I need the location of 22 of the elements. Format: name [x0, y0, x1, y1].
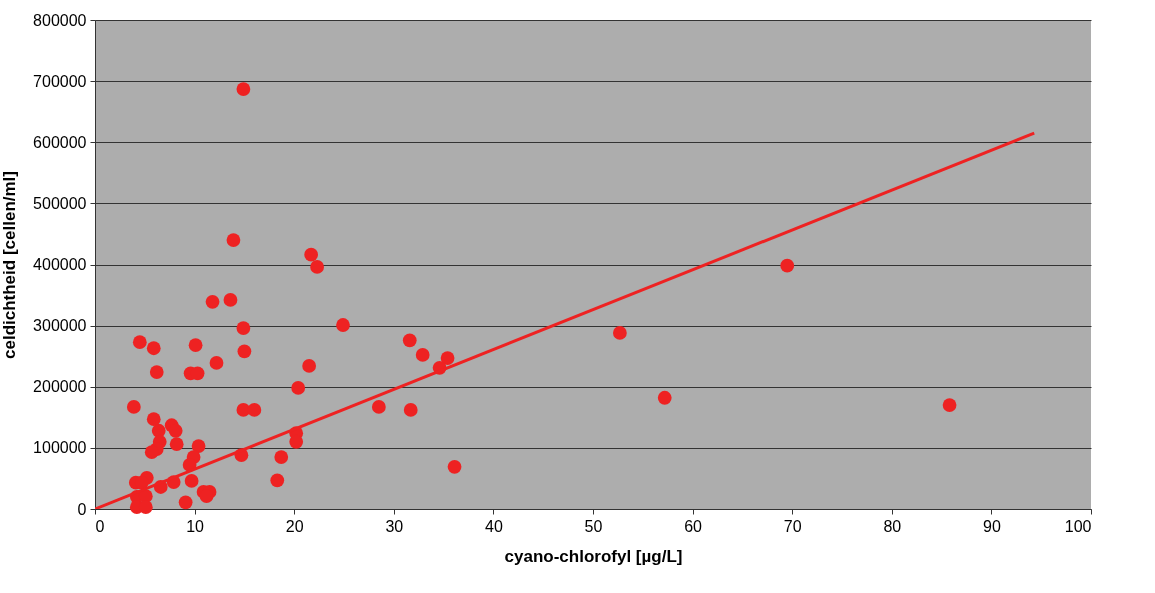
- y-tick-label: 800000: [33, 11, 87, 29]
- y-tick-label: 700000: [33, 72, 87, 90]
- y-tick-label: 0: [77, 500, 87, 518]
- y-axis-title: celdichtheid [cellen/ml]: [0, 171, 20, 359]
- y-tick-label: 500000: [33, 194, 87, 212]
- x-axis-title: cyano-chlorofyl [µg/L]: [504, 546, 683, 566]
- x-tick-label: 90: [983, 517, 1001, 535]
- y-tick-label: 600000: [33, 133, 87, 151]
- x-tick-label: 50: [584, 517, 603, 535]
- y-tick-label: 400000: [33, 256, 87, 273]
- x-tick-label: 60: [684, 517, 703, 535]
- x-tick-label: 70: [783, 517, 802, 535]
- x-tick-label: 0: [95, 517, 105, 535]
- y-tick-label: 200000: [33, 378, 87, 396]
- x-tick-label: 40: [485, 517, 503, 535]
- x-tick-label: 100: [1064, 517, 1092, 535]
- x-tick-label: 80: [883, 517, 902, 535]
- x-tick-label: 20: [285, 517, 304, 535]
- x-tick-label: 30: [385, 517, 404, 535]
- x-tick-label: 10: [186, 517, 205, 535]
- y-tick-label: 300000: [33, 317, 87, 335]
- y-tick-label: 100000: [33, 439, 87, 457]
